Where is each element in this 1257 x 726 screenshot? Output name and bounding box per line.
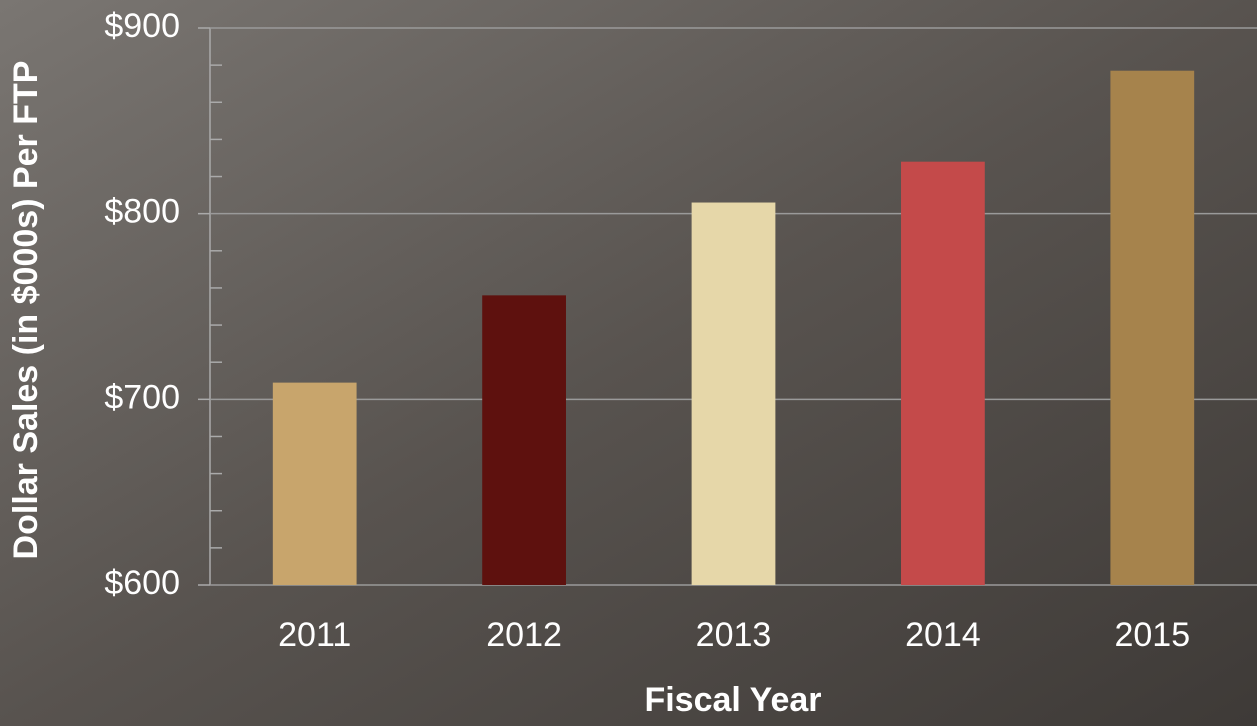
y-tick-label: $700	[104, 378, 180, 416]
bar	[691, 202, 776, 585]
bar	[272, 382, 357, 585]
x-tick-label: 2015	[1114, 616, 1190, 654]
bar	[482, 295, 566, 585]
x-tick-label: 2012	[486, 616, 562, 654]
y-axis-title: Dollar Sales (in $000s) Per FTP	[7, 61, 45, 560]
bar	[1110, 70, 1195, 586]
y-tick-label: $900	[104, 7, 180, 45]
bar	[901, 161, 985, 585]
y-tick-label: $800	[104, 193, 180, 231]
x-tick-label: 2011	[278, 616, 351, 654]
x-tick-label: 2013	[696, 616, 772, 654]
y-tick-label: $600	[104, 564, 180, 602]
x-tick-label: 2014	[905, 616, 981, 654]
x-axis-title: Fiscal Year	[644, 681, 821, 719]
